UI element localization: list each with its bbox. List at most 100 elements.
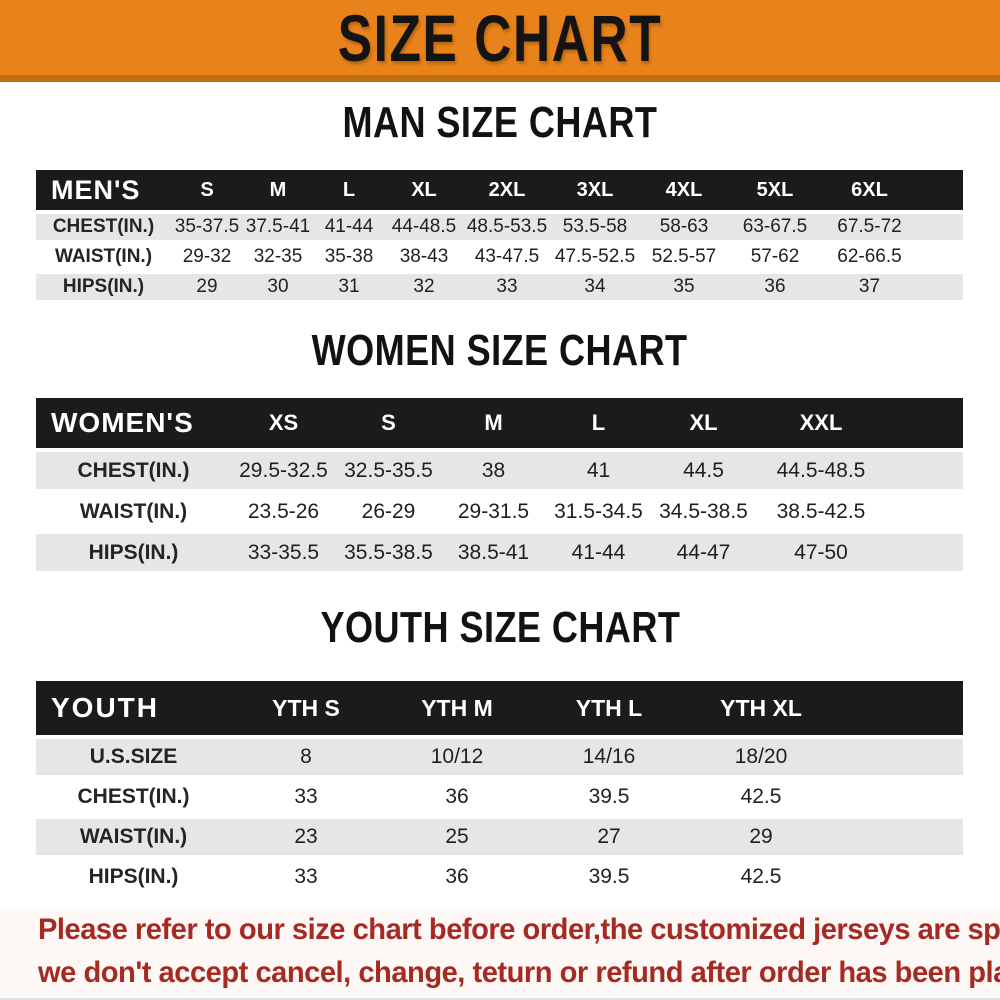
size-value-cell: 8 (231, 739, 381, 775)
size-value-cell: 38-43 (385, 244, 463, 270)
size-value-cell: 29.5-32.5 (231, 452, 336, 489)
size-value-cell: 39.5 (533, 859, 685, 895)
size-column-header: L (313, 170, 385, 210)
table-row: WAIST(IN.) 29-32 32-35 35-38 38-43 43-47.5 47.… (36, 244, 963, 270)
table-header-row: WOMEN'S XS S M L XL XXL (36, 398, 963, 448)
size-value-cell: 42.5 (685, 859, 837, 895)
row-label: WAIST(IN.) (36, 244, 171, 270)
size-value-cell: 35-38 (313, 244, 385, 270)
size-value-cell: 37 (821, 274, 918, 300)
table-corner-label: YOUTH (36, 681, 231, 735)
size-value-cell: 39.5 (533, 779, 685, 815)
size-value-cell: 38.5-42.5 (756, 493, 886, 530)
size-value-cell: 35 (639, 274, 729, 300)
row-label: HIPS(IN.) (36, 274, 171, 300)
size-column-header: XXL (756, 398, 886, 448)
filler-cell (918, 274, 963, 300)
filler-cell (886, 452, 963, 489)
size-value-cell: 44-47 (651, 534, 756, 571)
filler-cell (918, 170, 963, 210)
women-size-table: WOMEN'S XS S M L XL XXL CHEST(IN.) 29.5-32.5 32.5… (36, 394, 963, 575)
size-value-cell: 57-62 (729, 244, 821, 270)
size-column-header: YTH S (231, 681, 381, 735)
size-column-header: 4XL (639, 170, 729, 210)
size-value-cell: 35-37.5 (171, 214, 243, 240)
size-column-header: 3XL (551, 170, 639, 210)
size-value-cell: 29-32 (171, 244, 243, 270)
filler-cell (837, 859, 963, 895)
filler-cell (918, 244, 963, 270)
men-section: MAN SIZE CHART MEN'S S M L XL 2XL 3XL 4XL 5XL 6XL… (0, 100, 1000, 304)
row-label: HIPS(IN.) (36, 534, 231, 571)
size-value-cell: 58-63 (639, 214, 729, 240)
page-title: SIZE CHART (337, 0, 663, 75)
men-size-table: MEN'S S M L XL 2XL 3XL 4XL 5XL 6XL CHEST(IN.) 35-37… (36, 166, 963, 304)
size-value-cell: 41-44 (546, 534, 651, 571)
size-value-cell: 33 (463, 274, 551, 300)
size-value-cell: 14/16 (533, 739, 685, 775)
size-column-header: 6XL (821, 170, 918, 210)
row-label: WAIST(IN.) (36, 493, 231, 530)
size-value-cell: 42.5 (685, 779, 837, 815)
notice-line-2: we don't accept cancel, change, teturn o… (38, 954, 1000, 997)
size-column-header: YTH M (381, 681, 533, 735)
banner: SIZE CHART (0, 0, 1000, 82)
size-value-cell: 29 (685, 819, 837, 855)
size-value-cell: 62-66.5 (821, 244, 918, 270)
size-column-header: XS (231, 398, 336, 448)
filler-cell (837, 819, 963, 855)
table-row: CHEST(IN.) 35-37.5 37.5-41 41-44 44-48.5 48.5… (36, 214, 963, 240)
table-row: WAIST(IN.) 23 25 27 29 (36, 819, 963, 855)
size-value-cell: 27 (533, 819, 685, 855)
notice-line-2-text: we don't accept cancel, change, teturn o… (38, 956, 1000, 989)
size-value-cell: 41 (546, 452, 651, 489)
size-value-cell: 31.5-34.5 (546, 493, 651, 530)
size-value-cell: 33 (231, 779, 381, 815)
table-row: U.S.SIZE 8 10/12 14/16 18/20 (36, 739, 963, 775)
size-value-cell: 32.5-35.5 (336, 452, 441, 489)
size-value-cell: 38.5-41 (441, 534, 546, 571)
size-value-cell: 33-35.5 (231, 534, 336, 571)
table-row: CHEST(IN.) 29.5-32.5 32.5-35.5 38 41 44.5 44.5… (36, 452, 963, 489)
size-value-cell: 41-44 (313, 214, 385, 240)
size-value-cell: 52.5-57 (639, 244, 729, 270)
size-column-header: L (546, 398, 651, 448)
size-value-cell: 29 (171, 274, 243, 300)
table-corner-label: WOMEN'S (36, 398, 231, 448)
size-value-cell: 33 (231, 859, 381, 895)
size-column-header: M (441, 398, 546, 448)
table-row: HIPS(IN.) 29 30 31 32 33 34 35 36 37 (36, 274, 963, 300)
youth-section: YOUTH SIZE CHART YOUTH YTH S YTH M YTH L YTH… (0, 605, 1000, 899)
row-label: HIPS(IN.) (36, 859, 231, 895)
table-header-row: YOUTH YTH S YTH M YTH L YTH XL (36, 681, 963, 735)
size-column-header: 5XL (729, 170, 821, 210)
filler-cell (837, 681, 963, 735)
table-row: HIPS(IN.) 33 36 39.5 42.5 (36, 859, 963, 895)
size-value-cell: 36 (381, 779, 533, 815)
table-corner-label: MEN'S (36, 170, 171, 210)
notice-line-1: Please refer to our size chart before or… (38, 911, 1000, 954)
size-value-cell: 23 (231, 819, 381, 855)
filler-cell (837, 779, 963, 815)
size-value-cell: 43-47.5 (463, 244, 551, 270)
size-value-cell: 37.5-41 (243, 214, 313, 240)
size-column-header: S (336, 398, 441, 448)
row-label: CHEST(IN.) (36, 779, 231, 815)
size-value-cell: 25 (381, 819, 533, 855)
filler-cell (886, 534, 963, 571)
size-value-cell: 44.5 (651, 452, 756, 489)
size-value-cell: 38 (441, 452, 546, 489)
size-column-header: YTH XL (685, 681, 837, 735)
order-notice: Please refer to our size chart before or… (0, 911, 1000, 997)
size-value-cell: 35.5-38.5 (336, 534, 441, 571)
size-value-cell: 36 (729, 274, 821, 300)
size-value-cell: 47.5-52.5 (551, 244, 639, 270)
size-value-cell: 23.5-26 (231, 493, 336, 530)
size-value-cell: 10/12 (381, 739, 533, 775)
size-value-cell: 67.5-72 (821, 214, 918, 240)
filler-cell (886, 398, 963, 448)
size-value-cell: 30 (243, 274, 313, 300)
row-label: U.S.SIZE (36, 739, 231, 775)
women-section-title: WOMEN SIZE CHART (0, 328, 1000, 378)
